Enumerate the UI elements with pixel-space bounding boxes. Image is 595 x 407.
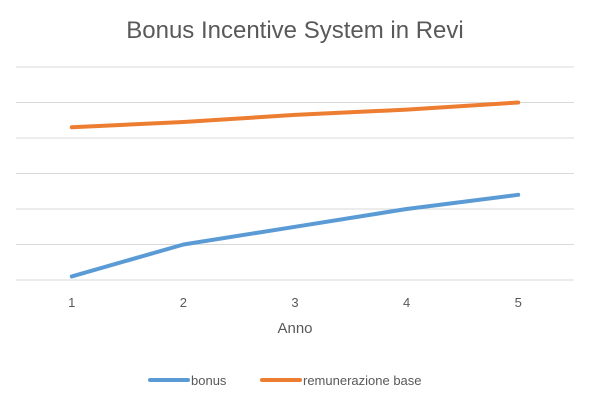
x-tick-label: 3	[291, 295, 298, 310]
x-tick-label: 4	[403, 295, 410, 310]
chart-title: Bonus Incentive System in Revi	[126, 17, 464, 44]
x-tick-label: 2	[180, 295, 187, 310]
legend: bonus remunerazione base	[148, 373, 422, 388]
x-tick-label: 5	[515, 295, 522, 310]
legend-label: remunerazione base	[303, 373, 422, 388]
x-axis-title: Anno	[277, 320, 312, 337]
x-axis-ticks: 1 2 3 4 5	[68, 295, 522, 310]
legend-label: bonus	[191, 373, 227, 388]
series-line-remunerazione-base	[69, 100, 521, 130]
gridlines	[16, 66, 574, 281]
x-tick-label: 1	[68, 295, 75, 310]
series-line-bonus	[69, 192, 521, 279]
series-lines	[69, 100, 521, 279]
